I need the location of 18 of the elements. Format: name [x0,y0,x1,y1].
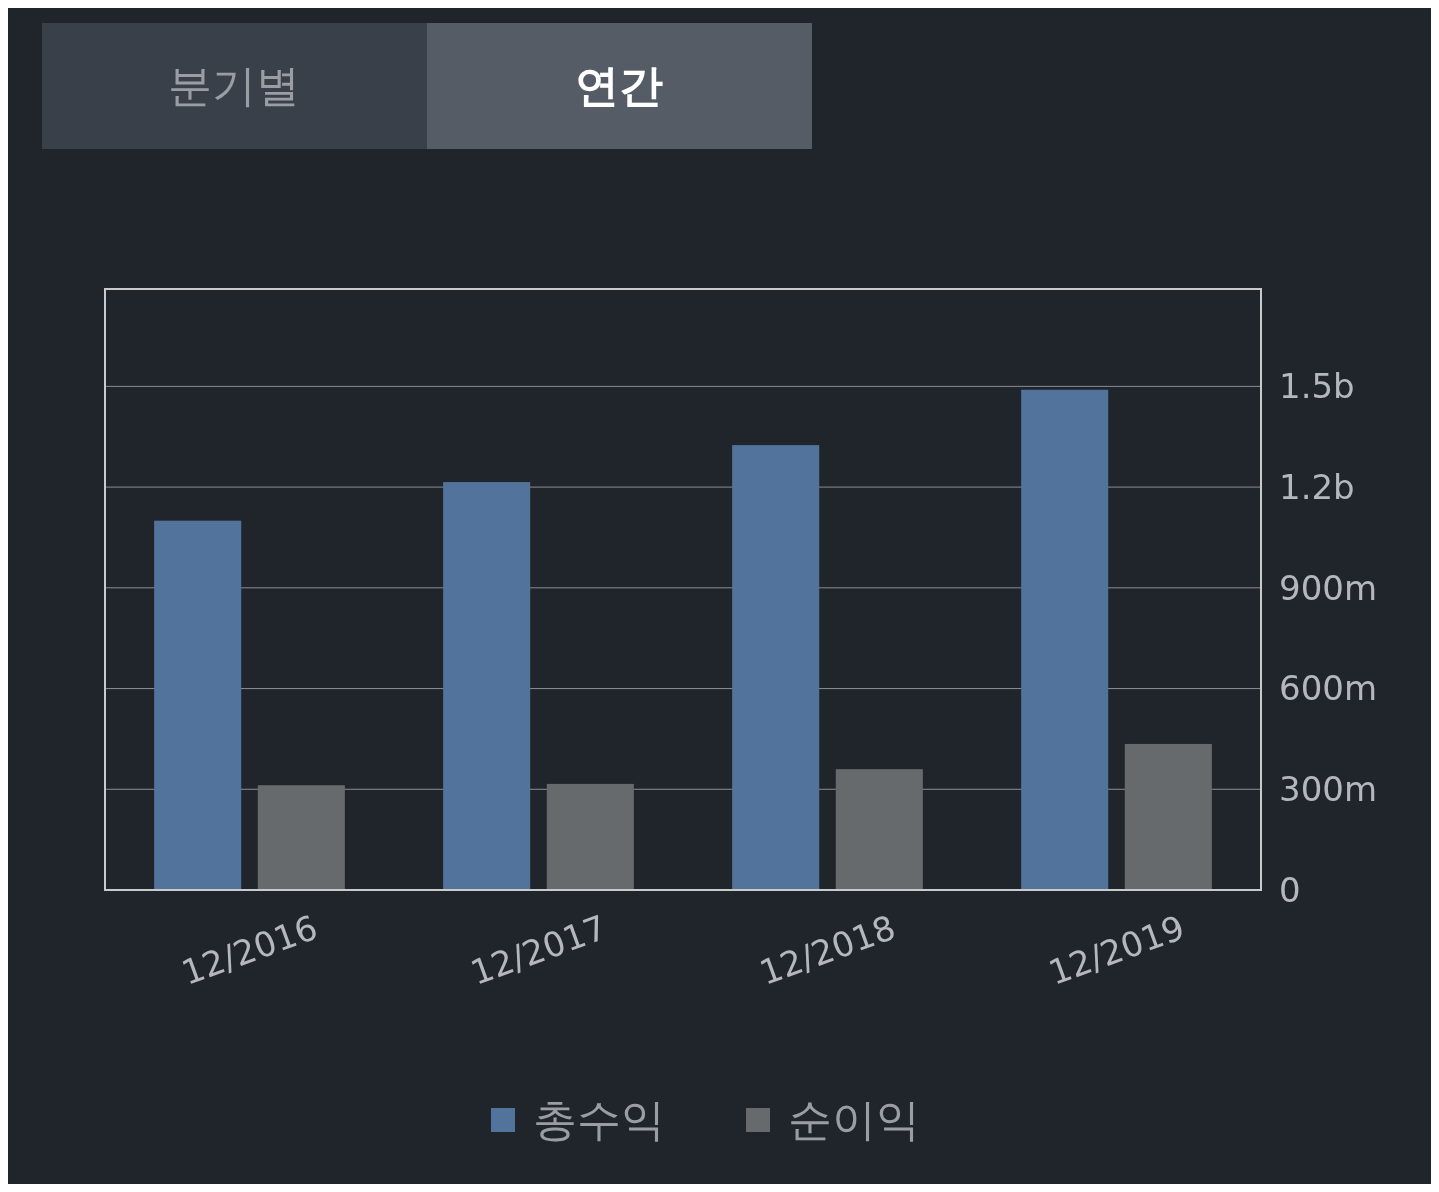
bar [443,482,531,890]
y-tick-label: 300m [1279,769,1378,810]
y-tick-label: 0 [1279,869,1301,910]
bar [154,520,242,890]
legend-label: 순이익 [788,1094,920,1146]
tab-button: 분기별 [42,23,427,149]
legend-label: 총수익 [533,1094,665,1146]
bar [835,769,923,890]
bar [1021,389,1109,890]
bar [546,783,634,890]
y-tick-label: 1.2b [1279,466,1355,507]
y-tick-label: 1.5b [1279,366,1355,407]
bar [257,785,345,890]
bar [1124,743,1212,890]
bar [732,445,820,890]
y-tick-label: 900m [1279,567,1378,608]
tab-button: 연간 [427,23,812,149]
y-tick-label: 600m [1279,668,1378,709]
